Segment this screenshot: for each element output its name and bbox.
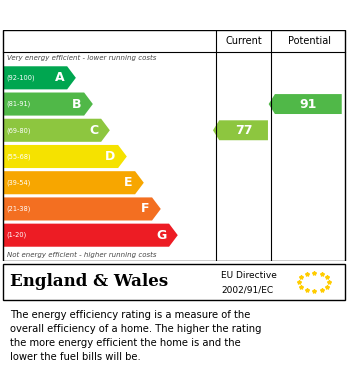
Text: Potential: Potential: [288, 36, 331, 46]
Text: G: G: [156, 229, 166, 242]
Text: E: E: [124, 176, 132, 189]
Text: (69-80): (69-80): [6, 127, 31, 133]
Polygon shape: [3, 145, 127, 168]
Polygon shape: [269, 94, 342, 114]
Text: (1-20): (1-20): [6, 232, 26, 239]
Text: 77: 77: [235, 124, 252, 137]
Text: (55-68): (55-68): [6, 153, 31, 160]
Text: Energy Efficiency Rating: Energy Efficiency Rating: [9, 7, 211, 23]
Polygon shape: [3, 197, 161, 221]
Text: Current: Current: [225, 36, 262, 46]
Text: EU Directive: EU Directive: [221, 271, 277, 280]
Text: 2002/91/EC: 2002/91/EC: [221, 285, 273, 294]
Text: (81-91): (81-91): [6, 101, 31, 107]
Text: The energy efficiency rating is a measure of the
overall efficiency of a home. T: The energy efficiency rating is a measur…: [10, 310, 262, 362]
Text: D: D: [105, 150, 115, 163]
Polygon shape: [3, 119, 110, 142]
Polygon shape: [3, 171, 144, 194]
Text: B: B: [72, 97, 81, 111]
Text: C: C: [89, 124, 98, 137]
Text: F: F: [141, 203, 149, 215]
Text: England & Wales: England & Wales: [10, 273, 168, 291]
Text: Very energy efficient - lower running costs: Very energy efficient - lower running co…: [7, 55, 156, 61]
Text: (92-100): (92-100): [6, 75, 35, 81]
Text: 91: 91: [300, 97, 317, 111]
Bar: [3, 264, 345, 300]
Polygon shape: [3, 93, 93, 116]
Polygon shape: [213, 120, 268, 140]
Text: A: A: [55, 71, 64, 84]
Polygon shape: [3, 224, 178, 247]
Polygon shape: [3, 66, 76, 90]
Text: (21-38): (21-38): [6, 206, 31, 212]
Text: (39-54): (39-54): [6, 179, 31, 186]
Text: Not energy efficient - higher running costs: Not energy efficient - higher running co…: [7, 251, 157, 258]
